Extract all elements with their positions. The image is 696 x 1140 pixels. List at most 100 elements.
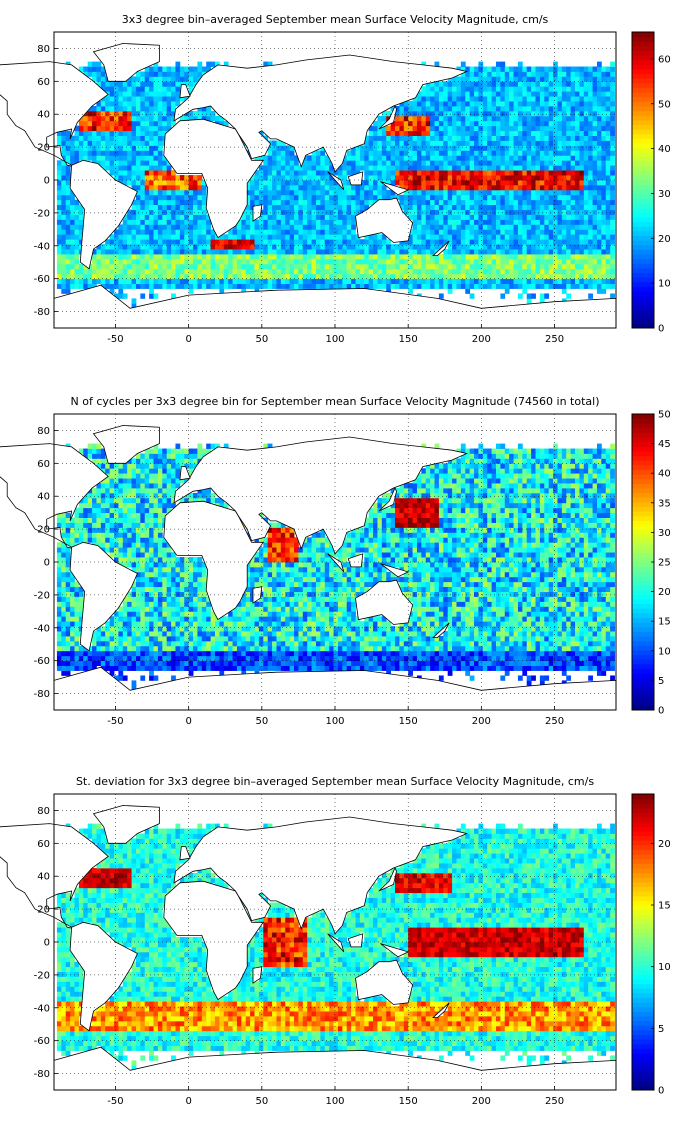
data-bin xyxy=(526,110,532,117)
data-bin xyxy=(114,293,119,299)
data-bin xyxy=(245,199,251,206)
data-bin xyxy=(482,66,488,72)
data-bin xyxy=(140,675,146,681)
data-bin xyxy=(324,184,330,191)
data-bin xyxy=(513,120,519,127)
data-bin xyxy=(368,160,374,166)
data-bin xyxy=(131,180,137,186)
data-bin xyxy=(285,175,291,181)
data-bin xyxy=(491,224,497,230)
data-bin xyxy=(495,101,501,107)
data-bin xyxy=(78,214,84,220)
data-bin xyxy=(315,194,321,201)
data-bin xyxy=(500,150,506,156)
data-bin xyxy=(315,249,321,255)
data-bin xyxy=(531,106,536,112)
data-bin xyxy=(162,263,168,270)
data-bin xyxy=(74,660,80,666)
data-bin xyxy=(359,665,365,671)
data-bin xyxy=(561,278,567,284)
data-bin xyxy=(504,66,510,72)
data-bin xyxy=(162,268,168,275)
data-bin xyxy=(575,110,580,117)
data-bin xyxy=(337,170,343,176)
data-bin xyxy=(430,125,435,132)
data-bin xyxy=(210,278,216,284)
data-bin xyxy=(131,115,137,122)
colorbar-segment xyxy=(632,96,654,102)
data-bin xyxy=(188,278,194,284)
data-bin xyxy=(56,234,62,240)
data-bin xyxy=(513,145,519,151)
data-bin xyxy=(320,660,326,666)
data-bin xyxy=(364,234,370,240)
data-bin xyxy=(267,655,273,662)
data-bin xyxy=(447,145,453,151)
data-bin xyxy=(495,239,501,245)
data-bin xyxy=(56,140,62,146)
data-bin xyxy=(280,180,286,186)
data-bin xyxy=(294,224,299,230)
data-bin xyxy=(96,278,102,284)
data-bin xyxy=(570,204,576,210)
data-bin xyxy=(469,283,475,289)
data-bin xyxy=(482,86,488,92)
data-bin xyxy=(443,199,449,206)
y-tick-label: 60 xyxy=(37,77,50,88)
data-bin xyxy=(513,86,519,92)
data-bin xyxy=(311,239,317,245)
data-bin xyxy=(601,165,607,171)
data-bin xyxy=(474,125,479,132)
data-bin xyxy=(267,254,273,260)
data-bin xyxy=(500,175,506,181)
data-bin xyxy=(535,268,541,275)
data-bin xyxy=(329,184,334,191)
data-bin xyxy=(526,219,532,225)
data-bin xyxy=(87,145,93,151)
data-bin xyxy=(544,96,550,102)
data-bin xyxy=(412,120,418,127)
data-bin xyxy=(294,278,299,284)
data-bin xyxy=(149,670,154,676)
data-bin xyxy=(553,254,558,260)
data-bin xyxy=(140,209,146,215)
data-bin xyxy=(452,165,457,171)
data-bin xyxy=(403,150,409,156)
data-bin xyxy=(276,249,282,255)
data-bin xyxy=(153,130,159,136)
data-bin xyxy=(324,278,330,284)
data-bin xyxy=(140,140,146,146)
data-bin xyxy=(522,96,528,102)
data-bin xyxy=(144,140,150,146)
data-bin xyxy=(294,204,299,210)
data-bin xyxy=(157,130,163,136)
data-bin xyxy=(579,125,585,132)
data-bin xyxy=(575,130,580,136)
data-bin xyxy=(171,273,176,280)
data-bin xyxy=(478,189,484,196)
data-bin xyxy=(553,189,558,196)
data-bin xyxy=(65,199,71,206)
data-bin xyxy=(487,180,492,186)
data-bin xyxy=(596,189,602,196)
data-bin xyxy=(118,140,124,146)
data-bin xyxy=(171,283,176,289)
data-bin xyxy=(184,665,190,671)
data-bin xyxy=(100,101,106,107)
data-bin xyxy=(100,155,106,161)
data-bin xyxy=(285,273,291,280)
data-bin xyxy=(605,278,611,284)
data-bin xyxy=(535,91,541,97)
data-bin xyxy=(408,655,413,662)
data-bin xyxy=(114,115,119,122)
data-bin xyxy=(294,180,299,186)
data-bin xyxy=(153,125,159,132)
data-bin xyxy=(118,115,124,122)
data-bin xyxy=(430,184,435,191)
data-bin xyxy=(522,258,528,265)
data-bin xyxy=(153,214,159,220)
data-bin xyxy=(289,155,295,161)
data-bin xyxy=(526,194,532,201)
data-bin xyxy=(311,209,317,215)
data-bin xyxy=(162,660,168,666)
